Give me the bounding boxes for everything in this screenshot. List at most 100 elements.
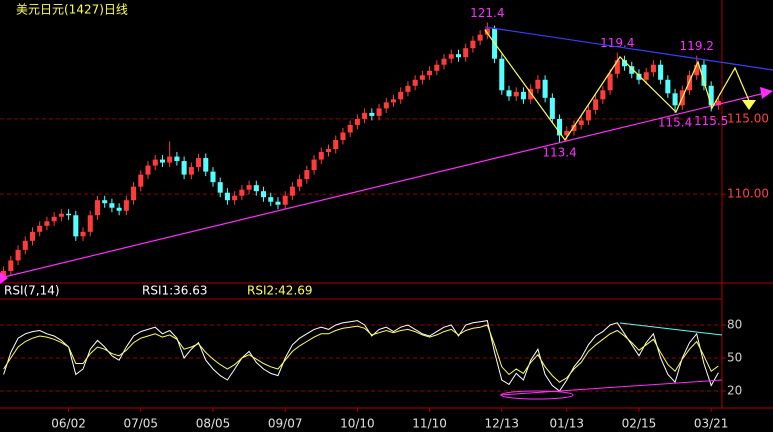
price-annotation: 119.4 [600, 36, 634, 50]
candle-body [29, 231, 36, 241]
candle-body [333, 139, 339, 150]
candle-body [66, 213, 72, 216]
x-tick-label: 08/05 [196, 417, 231, 431]
price-annotation: 115.4 [658, 115, 692, 129]
candle-body [376, 108, 382, 116]
candle-body [658, 64, 664, 80]
candle-body [181, 161, 187, 175]
candle-body [253, 185, 259, 192]
candle-body [1, 270, 7, 277]
candle-body [564, 130, 570, 136]
candle-body [340, 132, 346, 140]
candle-body [506, 90, 512, 97]
candle-body [15, 249, 21, 261]
candle-body [275, 201, 281, 205]
candle-body [542, 79, 548, 98]
candle-body [455, 54, 461, 58]
candle-body [665, 79, 671, 94]
x-tick-label: 11/10 [412, 417, 447, 431]
candle-body [650, 64, 656, 73]
candle-body [419, 75, 425, 80]
candle-body [715, 100, 721, 106]
rsi-ellipse [500, 390, 574, 400]
x-tick-label: 03/21 [694, 417, 729, 431]
candle-body [484, 28, 490, 35]
candle-body [58, 213, 64, 217]
candle-body [708, 85, 714, 106]
wave-arrow [742, 100, 756, 110]
candle-body [289, 186, 295, 196]
candle-body [571, 124, 577, 131]
candle-body [390, 99, 397, 103]
y-tick-label: 20 [727, 384, 742, 398]
candle-body [701, 64, 707, 86]
candle-body [607, 73, 613, 91]
price-annotation: 119.2 [680, 39, 714, 53]
x-tick-label: 02/15 [622, 417, 657, 431]
candle-body [499, 58, 505, 91]
rsi2-readout: RSI2:42.69 [247, 284, 313, 298]
candle-body [694, 64, 700, 76]
rsi-support [499, 379, 723, 396]
candle-body [398, 91, 404, 100]
rsi-resistance [619, 322, 723, 336]
indicator-title: RSI(7,14) [4, 284, 60, 298]
candle-body [470, 40, 476, 49]
candle-body [600, 90, 606, 100]
candle-body [261, 191, 267, 198]
candle-body [672, 93, 678, 106]
candle-body [51, 216, 57, 222]
candle-body [138, 174, 144, 187]
candle-body [585, 109, 591, 121]
arrow-head [760, 87, 773, 99]
candle-body [528, 88, 534, 100]
candle-body [477, 34, 483, 41]
candle-body [557, 118, 563, 136]
candle-body [152, 159, 158, 166]
y-tick-label: 110.00 [727, 187, 769, 201]
candle-body [246, 185, 252, 190]
candle-body [87, 215, 93, 232]
candle-body [116, 207, 122, 211]
candle-body [535, 79, 541, 89]
candle-body [354, 118, 360, 125]
candle-body [73, 215, 79, 237]
trend-lines [0, 26, 773, 400]
candle-body [232, 195, 238, 201]
plot: 110.00 115.00 20 50 80 06/02 07/05 08/05 09/07 10… [0, 6, 769, 431]
candle-body [549, 97, 555, 119]
y-tick-label: 80 [727, 318, 742, 332]
y-tick-label: 50 [727, 351, 742, 365]
candle-body [304, 170, 310, 180]
candle-body [412, 79, 418, 86]
candle-body [123, 200, 129, 211]
candle-body [427, 70, 433, 76]
candle-body [448, 54, 454, 59]
candle-body [297, 179, 303, 187]
price-annotation: 113.4 [542, 146, 576, 160]
candle-body [102, 200, 108, 204]
candle-body [636, 73, 642, 80]
candle-body [441, 58, 447, 65]
candle-body [434, 64, 440, 71]
candle-body [210, 171, 216, 183]
candle-body [513, 91, 519, 97]
candle-body [8, 260, 14, 271]
price-annotation: 121.4 [470, 6, 504, 20]
x-tick-label: 07/05 [123, 417, 158, 431]
candle-body [362, 112, 368, 119]
candle-body [239, 189, 245, 196]
candle-body [196, 158, 202, 168]
candle-body [94, 200, 100, 216]
candle-body [145, 165, 151, 175]
arrow-tail [0, 272, 8, 284]
candle-body [614, 60, 620, 74]
wave-line [484, 29, 751, 142]
candle-body [383, 102, 389, 109]
candle-body [203, 158, 209, 172]
candle-body [629, 66, 635, 74]
candle-body [369, 112, 375, 116]
candle-body [22, 240, 28, 250]
candle-body [686, 75, 693, 91]
x-tick-label: 12/13 [484, 417, 519, 431]
